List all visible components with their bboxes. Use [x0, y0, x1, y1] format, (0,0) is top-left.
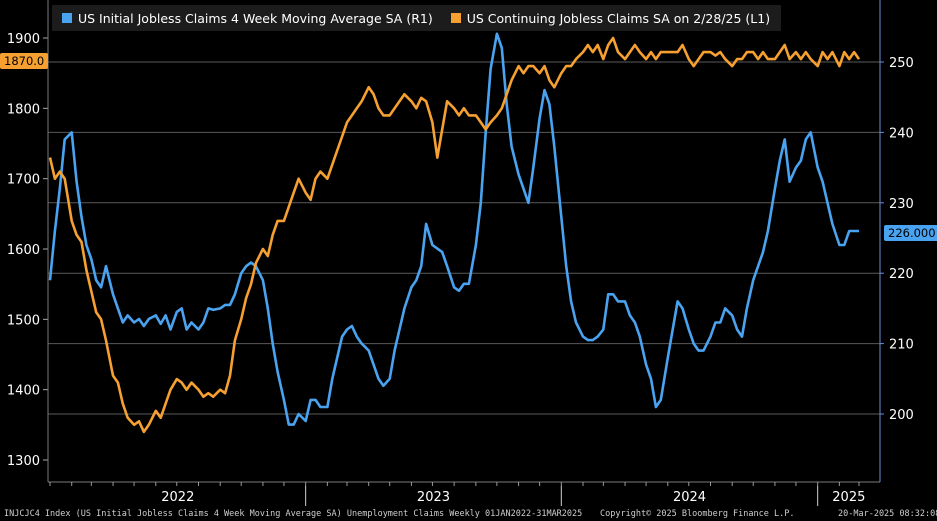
legend-item-initial-claims[interactable]: US Initial Jobless Claims 4 Week Moving …: [62, 11, 433, 26]
left-tick-label-1800: 1800: [7, 102, 40, 117]
x-tick-label-2022: 2022: [161, 490, 194, 505]
legend-item-continuing-claims[interactable]: US Continuing Jobless Claims SA on 2/28/…: [450, 10, 771, 26]
left-axis: 1300 1400 1500 1600 1700 1800 1900: [7, 0, 49, 482]
footer-timestamp: 20-Mar-2025 08:32:08: [838, 509, 937, 519]
gridlines: [48, 61, 880, 415]
right-tick-label-220: 220: [889, 267, 914, 282]
series-line-continuing-claims: [48, 36, 861, 434]
right-tick-label-200: 200: [889, 408, 914, 423]
legend-swatch-blue: [62, 13, 72, 23]
legend-label-initial-claims: US Initial Jobless Claims 4 Week Moving …: [78, 10, 433, 26]
right-tick-label-230: 230: [889, 197, 914, 212]
footer-source: INJCJC4 Index (US Initial Jobless Claims…: [4, 509, 583, 519]
right-tick-label-250: 250: [889, 56, 914, 71]
right-value-tag: 226.000: [884, 225, 937, 241]
left-tick-label-1500: 1500: [7, 313, 40, 328]
x-tick-label-2023: 2023: [417, 490, 450, 505]
left-tick-label-1600: 1600: [7, 243, 40, 258]
legend-label-continuing-claims: US Continuing Jobless Claims SA on 2/28/…: [466, 10, 771, 26]
x-tick-label-2024: 2024: [673, 490, 706, 505]
series-line-initial-claims: [48, 32, 859, 426]
legend-swatch-orange: [450, 13, 461, 23]
series-lines: [48, 32, 861, 434]
right-axis: 200 210 220 230 240 250: [879, 0, 914, 482]
left-tick-label-1700: 1700: [7, 173, 40, 188]
footer-copyright: Copyright© 2025 Bloomberg Finance L.P.: [600, 509, 795, 519]
right-tick-label-240: 240: [889, 126, 914, 141]
left-tick-label-1300: 1300: [7, 454, 40, 469]
x-axis: 2022 2023 2024 2025: [48, 481, 880, 506]
left-tick-label-1400: 1400: [7, 384, 40, 399]
right-tick-label-210: 210: [889, 338, 914, 353]
legend: US Initial Jobless Claims 4 Week Moving …: [52, 5, 781, 31]
left-value-tag: 1870.0: [0, 53, 49, 69]
x-tick-label-2025: 2025: [832, 490, 865, 505]
left-tick-label-1900: 1900: [7, 32, 40, 47]
